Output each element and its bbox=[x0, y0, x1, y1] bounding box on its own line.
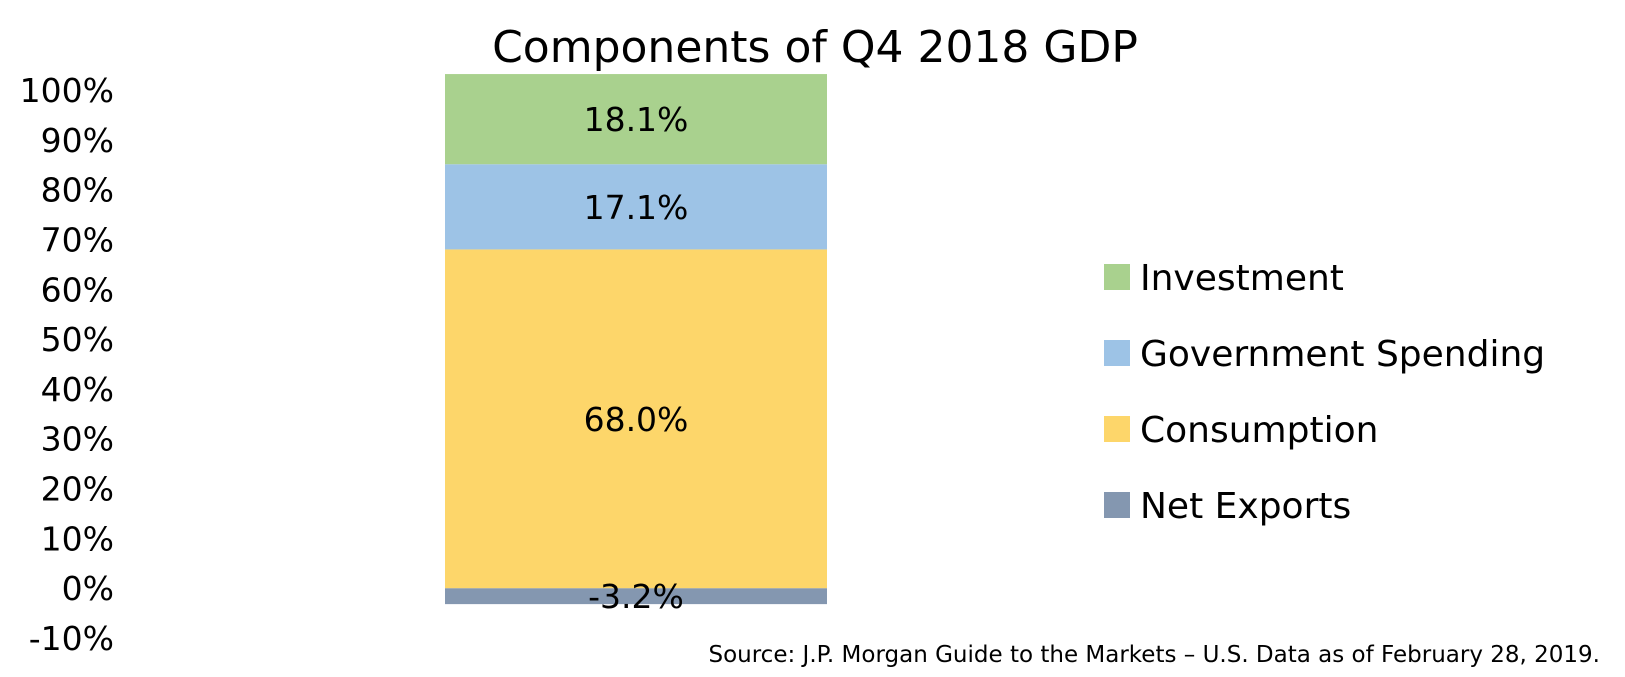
y-tick-label: 50% bbox=[41, 320, 114, 359]
y-tick-label: 30% bbox=[41, 420, 114, 459]
y-tick-label: 20% bbox=[41, 470, 114, 509]
y-tick-label: 70% bbox=[41, 220, 114, 259]
y-tick-label: 100% bbox=[20, 71, 114, 110]
legend-label-consumption: Consumption bbox=[1140, 410, 1378, 451]
y-tick-label: 80% bbox=[41, 171, 114, 210]
y-tick-label: 0% bbox=[62, 569, 114, 608]
stacked-bar bbox=[445, 74, 827, 605]
bar-segment-government-spending bbox=[445, 164, 827, 250]
y-axis: 100% 90% 80% 70% 60% 50% 40% 30% 20% 10% 0% -10% bbox=[20, 71, 114, 658]
data-label-net-exports: -3.2% bbox=[588, 577, 684, 616]
legend-swatch-net-exports bbox=[1104, 492, 1130, 518]
data-label-consumption: 68.0% bbox=[584, 400, 689, 439]
legend-label-government-spending: Government Spending bbox=[1140, 334, 1545, 375]
bar-segment-consumption bbox=[445, 249, 827, 589]
bar-segment-investment bbox=[445, 74, 827, 165]
legend-swatch-investment bbox=[1104, 264, 1130, 290]
bar-segment-net-exports bbox=[445, 588, 827, 605]
legend-label-investment: Investment bbox=[1140, 258, 1344, 299]
data-labels: -3.2% 68.0% 17.1% 18.1% bbox=[584, 100, 689, 616]
data-label-investment: 18.1% bbox=[584, 100, 689, 139]
y-tick-label: 60% bbox=[41, 270, 114, 309]
source-note: Source: J.P. Morgan Guide to the Markets… bbox=[708, 642, 1600, 668]
legend-swatch-government-spending bbox=[1104, 340, 1130, 366]
data-label-government-spending: 17.1% bbox=[584, 188, 689, 227]
y-tick-label: 10% bbox=[41, 519, 114, 558]
legend: Investment Government Spending Consumption… bbox=[1104, 258, 1545, 527]
legend-swatch-consumption bbox=[1104, 416, 1130, 442]
y-tick-label: 90% bbox=[41, 121, 114, 160]
y-tick-label: -10% bbox=[29, 619, 114, 658]
legend-label-net-exports: Net Exports bbox=[1140, 486, 1351, 527]
y-tick-label: 40% bbox=[41, 370, 114, 409]
chart-title: Components of Q4 2018 GDP bbox=[492, 22, 1138, 73]
